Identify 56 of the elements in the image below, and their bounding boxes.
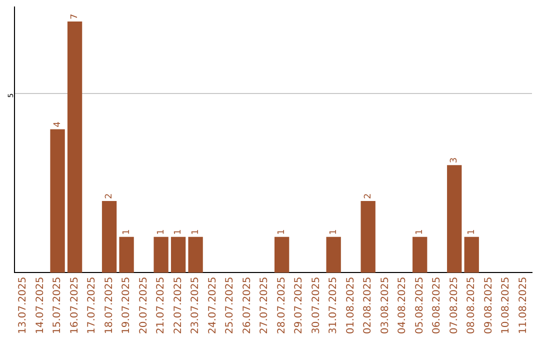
data-label: 1 bbox=[277, 229, 288, 235]
data-label: 2 bbox=[104, 193, 115, 199]
x-tick-label: 13.07.2025 bbox=[18, 276, 29, 334]
x-tick-label: 23.07.2025 bbox=[190, 276, 202, 334]
x-tick-label: 19.07.2025 bbox=[121, 276, 132, 334]
bar bbox=[464, 236, 479, 273]
x-tick-label: 31.07.2025 bbox=[328, 276, 340, 334]
x-tick-label: 27.07.2025 bbox=[259, 276, 270, 334]
x-tick-label: 17.07.2025 bbox=[86, 276, 98, 334]
data-label: 2 bbox=[363, 193, 374, 199]
data-label: 4 bbox=[52, 121, 63, 128]
x-tick-label: 09.08.2025 bbox=[483, 276, 494, 334]
x-tick-label: 05.08.2025 bbox=[414, 276, 426, 334]
bar bbox=[274, 236, 290, 273]
x-tick-label: 11.08.2025 bbox=[518, 276, 529, 334]
bar bbox=[360, 200, 376, 273]
bar bbox=[119, 236, 134, 273]
bar bbox=[412, 236, 428, 273]
bar bbox=[447, 165, 462, 273]
x-tick-label: 02.08.2025 bbox=[362, 276, 374, 334]
data-label: 1 bbox=[190, 229, 201, 235]
x-tick-label: 03.08.2025 bbox=[380, 276, 391, 334]
x-tick-label: 04.08.2025 bbox=[397, 276, 408, 334]
data-label: 1 bbox=[174, 229, 184, 235]
bar bbox=[50, 129, 65, 273]
x-tick-label: 07.08.2025 bbox=[448, 276, 460, 334]
data-label: 3 bbox=[450, 157, 460, 164]
x-tick-label: 08.08.2025 bbox=[466, 276, 478, 334]
x-tick-label: 24.07.2025 bbox=[207, 276, 218, 334]
data-label: 1 bbox=[328, 229, 339, 235]
data-label: 1 bbox=[122, 229, 132, 235]
x-tick-label: 22.07.2025 bbox=[172, 276, 184, 334]
x-tick-label: 20.07.2025 bbox=[138, 276, 150, 334]
x-tick-label: 06.08.2025 bbox=[432, 276, 443, 334]
x-tick-label: 01.08.2025 bbox=[345, 276, 356, 334]
x-tick-label: 14.07.2025 bbox=[34, 276, 46, 334]
bar bbox=[326, 236, 341, 273]
x-tick-label: 18.07.2025 bbox=[104, 276, 115, 334]
bar bbox=[154, 236, 168, 273]
data-label: 1 bbox=[415, 229, 426, 235]
x-tick-label: 10.08.2025 bbox=[500, 276, 512, 334]
x-tick-label: 28.07.2025 bbox=[276, 276, 288, 334]
x-tick-label: 16.07.2025 bbox=[69, 276, 80, 334]
x-tick-label: 30.07.2025 bbox=[310, 276, 322, 334]
data-label: 7 bbox=[70, 14, 80, 20]
bar bbox=[67, 22, 82, 273]
bar bbox=[102, 200, 117, 273]
x-tick-label: 26.07.2025 bbox=[242, 276, 253, 334]
x-tick-label: 15.07.2025 bbox=[52, 276, 64, 334]
x-tick-label: 25.07.2025 bbox=[224, 276, 236, 334]
bar bbox=[188, 236, 203, 273]
bar bbox=[170, 236, 186, 273]
data-label: 1 bbox=[466, 229, 477, 235]
data-label: 1 bbox=[156, 229, 166, 235]
x-tick-label: 21.07.2025 bbox=[156, 276, 167, 334]
x-tick-label: 29.07.2025 bbox=[294, 276, 305, 334]
